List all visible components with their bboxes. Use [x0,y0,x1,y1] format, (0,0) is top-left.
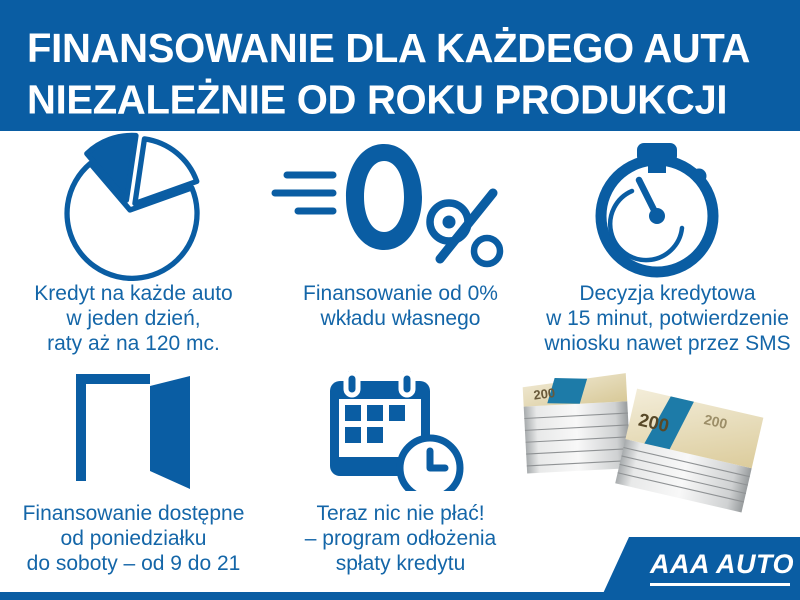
svg-text:200: 200 [533,385,556,403]
